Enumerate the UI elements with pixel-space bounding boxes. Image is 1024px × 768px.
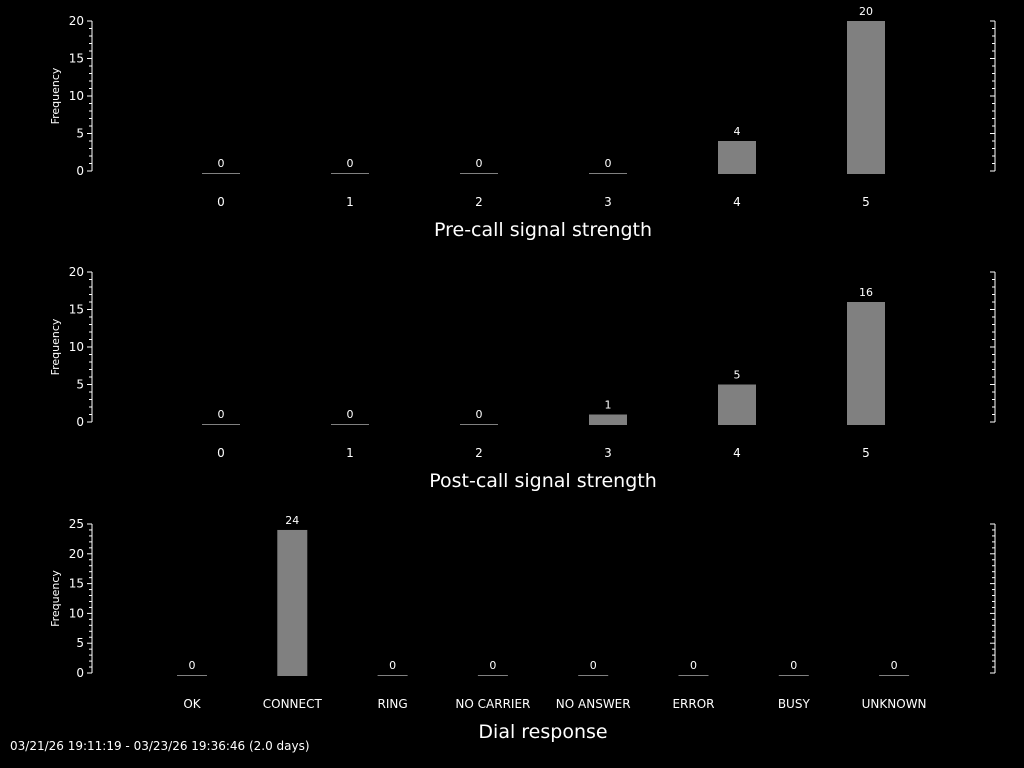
panel-2-bar-value-label: 0 bbox=[476, 408, 483, 421]
panel-3-x-axis-label: Dial response bbox=[478, 721, 607, 743]
panel-1-category-label: 1 bbox=[346, 195, 354, 209]
panel-3-category-label: NO ANSWER bbox=[556, 697, 631, 711]
panel-2-bar-value-label: 0 bbox=[218, 408, 225, 421]
panel-1-y-tick-label: 15 bbox=[69, 52, 84, 66]
panel-1-y-tick-label: 10 bbox=[69, 89, 84, 103]
panel-3-bar-value-label: 0 bbox=[590, 659, 597, 672]
panel-3-bar bbox=[578, 675, 609, 676]
panel-2-category-label: 5 bbox=[862, 446, 870, 460]
panel-1-bar bbox=[460, 173, 498, 174]
panel-2-category-label: 4 bbox=[733, 446, 741, 460]
panel-1-bar bbox=[331, 173, 369, 174]
panel-1-category-label: 3 bbox=[604, 195, 612, 209]
panel-2-y-tick-label: 20 bbox=[69, 265, 84, 279]
panel-1-category-label: 2 bbox=[475, 195, 483, 209]
panel-2-category-label: 3 bbox=[604, 446, 612, 460]
panel-3-y-tick-label: 25 bbox=[69, 517, 84, 531]
panel-1-bar bbox=[589, 173, 627, 174]
panel-2-y-tick-label: 5 bbox=[76, 378, 84, 392]
panel-3-y-tick-label: 10 bbox=[69, 606, 84, 620]
panel-3-bar bbox=[778, 675, 809, 676]
panel-2-bar-value-label: 0 bbox=[347, 408, 354, 421]
panel-2-bar bbox=[589, 414, 627, 425]
panel-3-category-label: BUSY bbox=[778, 697, 811, 711]
panel-3-category-label: CONNECT bbox=[263, 697, 323, 711]
panel-3-y-tick-label: 5 bbox=[76, 636, 84, 650]
panel-2-bar-value-label: 5 bbox=[734, 369, 741, 382]
panel-3-y-tick-label: 20 bbox=[69, 547, 84, 561]
panel-3-bar-value-label: 0 bbox=[389, 659, 396, 672]
panel-3-category-label: ERROR bbox=[672, 697, 714, 711]
panel-3-bar bbox=[377, 675, 408, 676]
panel-2-bar bbox=[847, 302, 885, 425]
panel-3-category-label: NO CARRIER bbox=[455, 697, 530, 711]
panel-2-bar bbox=[718, 384, 756, 425]
panel-1-bar bbox=[202, 173, 240, 174]
panel-1-y-tick-label: 20 bbox=[69, 14, 84, 28]
panel-1-bar bbox=[847, 21, 885, 174]
panel-3-bar-value-label: 0 bbox=[489, 659, 496, 672]
panel-2-category-label: 1 bbox=[346, 446, 354, 460]
panel-3-category-label: UNKNOWN bbox=[862, 697, 927, 711]
panel-2-bar bbox=[331, 424, 369, 425]
panel-3-bar bbox=[477, 675, 508, 676]
panel-2-category-label: 2 bbox=[475, 446, 483, 460]
panel-1-bar-value-label: 20 bbox=[859, 5, 873, 18]
panel-1-y-axis-label: Frequency bbox=[49, 67, 62, 124]
panel-1-category-label: 5 bbox=[862, 195, 870, 209]
panel-3-bar-value-label: 0 bbox=[790, 659, 797, 672]
panel-3-y-axis-label: Frequency bbox=[49, 570, 62, 627]
panel-1-category-label: 0 bbox=[217, 195, 225, 209]
panel-3-y-tick-label: 15 bbox=[69, 577, 84, 591]
panel-2-y-tick-label: 10 bbox=[69, 340, 84, 354]
panel-2-bar-value-label: 16 bbox=[859, 286, 873, 299]
panel-3-y-tick-label: 0 bbox=[76, 666, 84, 680]
panel-2-x-axis-label: Post-call signal strength bbox=[429, 470, 657, 492]
panel-3-category-label: RING bbox=[378, 697, 408, 711]
panel-2-y-tick-label: 15 bbox=[69, 303, 84, 317]
panel-3-bar-value-label: 0 bbox=[189, 659, 196, 672]
panel-1-category-label: 4 bbox=[733, 195, 741, 209]
panel-1-bar-value-label: 0 bbox=[347, 157, 354, 170]
panel-1-bar bbox=[718, 141, 756, 174]
panel-2-bar bbox=[202, 424, 240, 425]
panel-2-bar bbox=[460, 424, 498, 425]
panel-1-x-axis-label: Pre-call signal strength bbox=[434, 219, 652, 241]
panel-1-bar-value-label: 4 bbox=[734, 125, 741, 138]
panel-1-bar-value-label: 0 bbox=[605, 157, 612, 170]
panel-1-bar-value-label: 0 bbox=[476, 157, 483, 170]
panel-1-y-tick-label: 5 bbox=[76, 127, 84, 141]
panel-3-bar-value-label: 24 bbox=[285, 514, 299, 527]
panel-2-category-label: 0 bbox=[217, 446, 225, 460]
panel-2-y-tick-label: 0 bbox=[76, 415, 84, 429]
panel-3-bar-value-label: 0 bbox=[891, 659, 898, 672]
panel-2-y-axis-label: Frequency bbox=[49, 318, 62, 375]
panel-1-y-tick-label: 0 bbox=[76, 164, 84, 178]
panel-3-bar bbox=[177, 675, 207, 676]
panel-3-bar bbox=[678, 675, 709, 676]
panel-1-bar-value-label: 0 bbox=[218, 157, 225, 170]
panel-3-bar-value-label: 0 bbox=[690, 659, 697, 672]
date-range-footer: 03/21/26 19:11:19 - 03/23/26 19:36:46 (2… bbox=[10, 739, 310, 753]
panel-3-bar bbox=[277, 529, 308, 676]
panel-2-bar-value-label: 1 bbox=[605, 399, 612, 412]
panel-3-bar bbox=[879, 675, 910, 676]
panel-3-category-label: OK bbox=[183, 697, 201, 711]
